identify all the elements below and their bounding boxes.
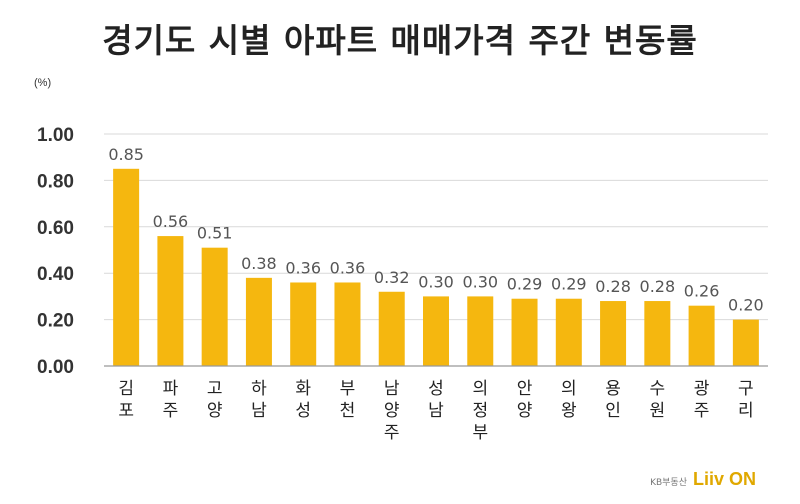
data-label: 0.38	[241, 254, 277, 273]
bar	[555, 298, 582, 366]
bar	[423, 296, 449, 366]
data-label: 0.51	[197, 224, 233, 243]
bar	[290, 282, 317, 366]
bar	[644, 301, 671, 366]
y-axis: (%) 0.00 0.20 0.40 0.60 0.80 1.00	[34, 77, 74, 378]
y-tick-label: 0.40	[37, 264, 74, 285]
bar	[732, 319, 759, 366]
data-label: 0.30	[462, 272, 498, 291]
y-tick-label: 1.00	[37, 125, 74, 146]
data-label: 0.30	[418, 272, 454, 291]
y-tick-label: 0.60	[37, 218, 74, 239]
data-label: 0.28	[595, 277, 631, 296]
bar	[378, 291, 405, 366]
logo-main-text: Liiv ON	[692, 469, 756, 489]
bar	[688, 305, 715, 366]
bar	[467, 296, 494, 366]
chart-title: 경기도 시별 아파트 매매가격 주간 변동률	[102, 21, 698, 60]
bar	[157, 236, 184, 366]
y-tick-label: 0.20	[37, 311, 74, 332]
data-label: 0.20	[728, 296, 764, 315]
data-label: 0.29	[551, 275, 587, 294]
bar	[511, 298, 538, 366]
x-axis: 김 포 파 주 고 양 하 남 화 성 부 천 남 양 주 성 남 의 정 부 안 양 의 왕 용 인 수 원 광 주 구 리	[104, 365, 768, 443]
data-label: 0.26	[684, 282, 720, 301]
data-labels: 0.85 0.56 0.51 0.38 0.36 0.36 0.32 0.30 0.30 0.29…	[108, 145, 763, 315]
data-label: 0.32	[374, 268, 410, 287]
y-tick-label: 0.80	[37, 171, 74, 192]
data-label: 0.56	[153, 212, 189, 231]
y-tick-label: 0.00	[37, 357, 74, 378]
y-unit-label: (%)	[34, 77, 51, 89]
bar	[201, 247, 228, 366]
data-label: 0.36	[330, 258, 366, 277]
data-label: 0.29	[507, 275, 543, 294]
bar	[245, 277, 272, 366]
bar	[113, 168, 140, 366]
data-label: 0.36	[285, 258, 321, 277]
bars	[113, 168, 759, 366]
data-label: 0.28	[640, 277, 676, 296]
logo-sub-text: KB부동산	[650, 478, 687, 488]
bar	[600, 301, 627, 366]
bar	[334, 282, 361, 366]
brand-logo: KB부동산 Liiv ON	[650, 469, 756, 490]
data-label: 0.85	[108, 145, 144, 164]
